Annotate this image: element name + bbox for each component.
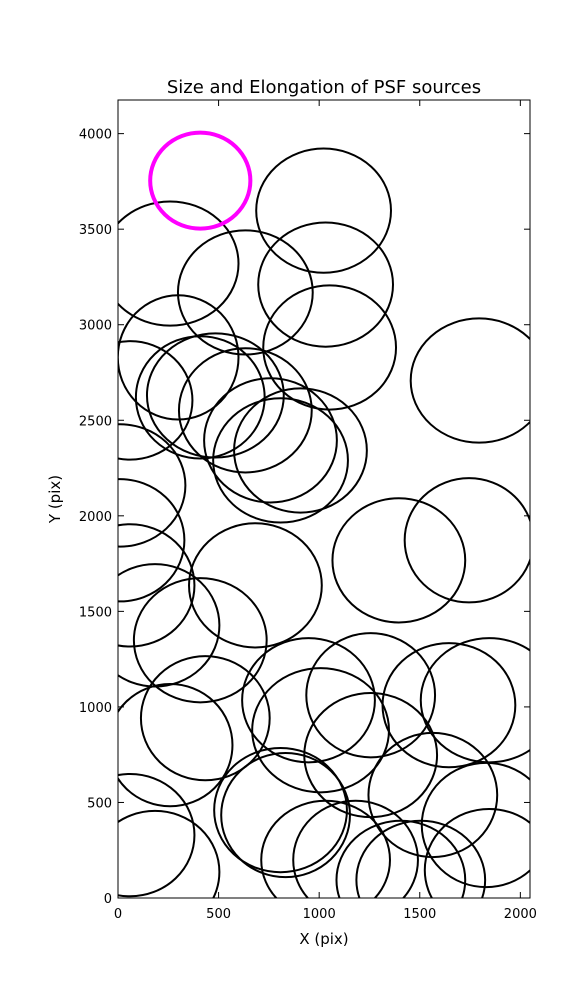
y-axis-label: Y (pix) bbox=[46, 475, 64, 524]
psf-ellipse bbox=[292, 799, 419, 898]
psf-ellipse bbox=[331, 497, 467, 624]
y-tick-label: 1000 bbox=[79, 701, 112, 716]
y-tick-label: 0 bbox=[104, 892, 112, 907]
psf-ellipse bbox=[257, 221, 395, 348]
y-tick-label: 3500 bbox=[79, 223, 112, 238]
x-tick-label: 1500 bbox=[403, 907, 436, 922]
psf-ellipse bbox=[233, 387, 368, 514]
psf-ellipse bbox=[118, 340, 194, 461]
psf-ellipse bbox=[118, 809, 221, 898]
x-axis-label: X (pix) bbox=[299, 930, 348, 948]
psf-ellipse bbox=[118, 294, 240, 421]
psf-ellipse bbox=[423, 807, 530, 898]
psf-ellipse bbox=[145, 332, 285, 459]
psf-ellipse bbox=[335, 819, 467, 898]
x-tick-label: 500 bbox=[206, 907, 231, 922]
x-tick-label: 2000 bbox=[504, 907, 537, 922]
plot-frame bbox=[117, 99, 531, 899]
psf-ellipse bbox=[409, 317, 530, 444]
y-tick-label: 2000 bbox=[79, 510, 112, 525]
y-tick-label: 500 bbox=[87, 796, 112, 811]
y-tick-label: 1500 bbox=[79, 605, 112, 620]
x-tick-label: 1000 bbox=[303, 907, 336, 922]
psf-ellipse bbox=[118, 478, 186, 603]
psf-ellipse bbox=[403, 477, 530, 604]
psf-ellipse bbox=[118, 200, 240, 327]
y-tick-label: 2500 bbox=[79, 414, 112, 429]
psf-ellipse bbox=[148, 130, 253, 231]
plot-area bbox=[118, 130, 530, 898]
psf-ellipse bbox=[118, 682, 234, 808]
psf-ellipse bbox=[118, 423, 187, 548]
psf-ellipse bbox=[420, 761, 530, 889]
psf-ellipse bbox=[305, 632, 437, 759]
chart-title: Size and Elongation of PSF sources bbox=[167, 77, 481, 98]
psf-ellipse bbox=[262, 284, 398, 411]
psf-ellipse bbox=[213, 746, 348, 874]
psf-ellipse bbox=[251, 667, 390, 794]
psf-ellipse bbox=[355, 819, 487, 898]
psf-ellipse bbox=[203, 377, 338, 504]
x-tick-label: 0 bbox=[114, 907, 122, 922]
psf-ellipse bbox=[241, 637, 376, 764]
psf-ellipse bbox=[139, 655, 271, 782]
psf-ellipse bbox=[118, 523, 196, 648]
psf-ellipse bbox=[212, 397, 349, 524]
psf-ellipse bbox=[188, 522, 323, 649]
psf-ellipse bbox=[255, 147, 392, 274]
psf-ellipse bbox=[132, 577, 268, 704]
psf-ellipse bbox=[118, 772, 196, 898]
psf-ellipse bbox=[177, 347, 313, 474]
y-tick-label: 4000 bbox=[79, 128, 112, 143]
psf-ellipse bbox=[367, 731, 499, 859]
y-tick-label: 3000 bbox=[79, 319, 112, 334]
psf-ellipse bbox=[260, 799, 391, 898]
